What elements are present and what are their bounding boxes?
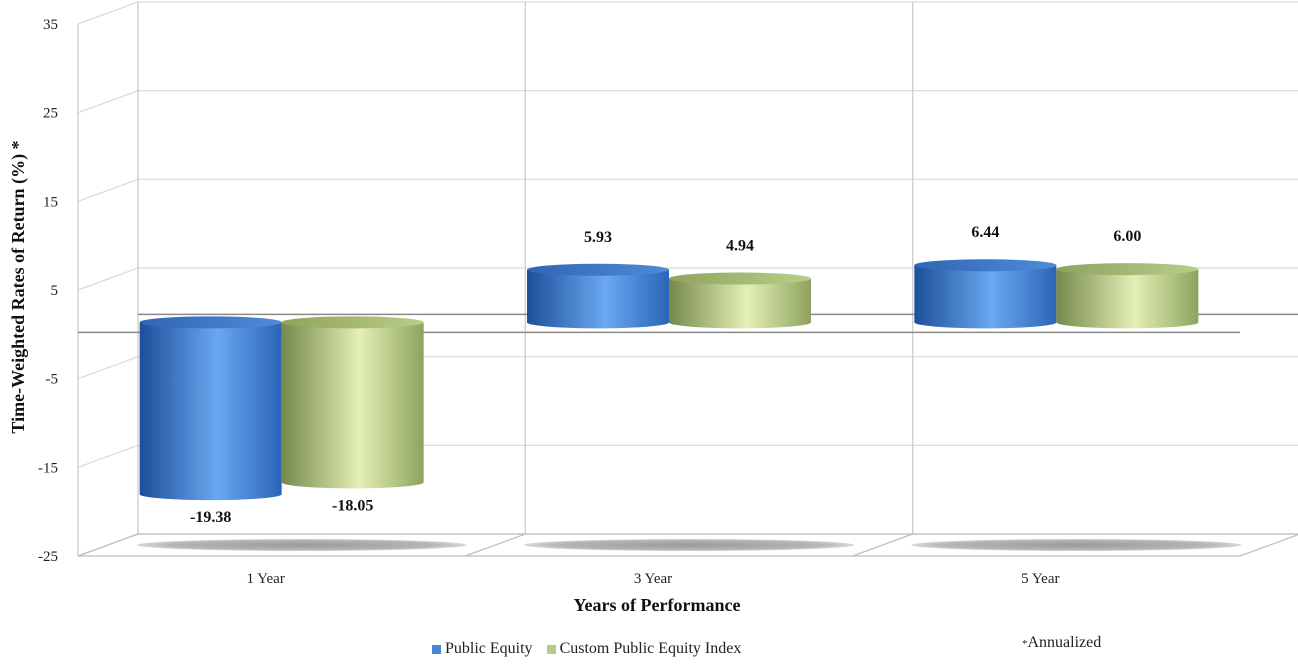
y-tick-label: -15 <box>38 460 58 476</box>
legend-item-public-equity: Public Equity <box>432 640 533 658</box>
bar-body <box>139 322 282 501</box>
y-tick-label: -5 <box>46 372 59 388</box>
data-label: 6.00 <box>1113 228 1141 245</box>
legend-swatch-public-equity <box>432 644 441 654</box>
bar-public-equity <box>914 259 1057 329</box>
bar-top-cap <box>1056 263 1199 276</box>
note-text: Annualized <box>1027 634 1102 651</box>
bar-shadow <box>911 539 1242 551</box>
x-axis-ticks: 1 Year 3 Year 5 Year <box>246 571 1059 587</box>
note-star: * <box>1022 638 1028 650</box>
bar-body <box>914 265 1057 329</box>
gridline-side <box>77 90 139 114</box>
bar-top-cap <box>527 263 669 276</box>
legend-label-custom-index: Custom Public Equity Index <box>559 640 742 657</box>
bar-public-equity <box>527 263 669 329</box>
gridline-side <box>77 178 139 202</box>
y-tick-label: -25 <box>38 549 58 565</box>
gridline-side <box>77 267 139 291</box>
data-label: 4.94 <box>726 238 754 255</box>
bar-custom-index <box>281 316 424 489</box>
x-tick-label: 5 Year <box>1021 571 1059 587</box>
y-tick-label: 25 <box>43 106 58 122</box>
legend: Public Equity Custom Public Equity Index <box>432 640 755 658</box>
gridline-side <box>77 444 139 468</box>
x-tick-label: 3 Year <box>634 571 672 587</box>
bar-body <box>669 278 811 329</box>
bar-top-cap <box>914 259 1057 272</box>
x-tick-label: 1 Year <box>246 571 284 587</box>
floor-divider <box>465 533 526 557</box>
bar-shadow <box>136 539 467 551</box>
y-tick-label: 35 <box>43 17 58 33</box>
y-axis-ticks: 35 25 15 5 -5 -15 -25 <box>38 17 58 565</box>
gridline-side <box>77 356 139 380</box>
legend-item-custom-index: Custom Public Equity Index <box>546 640 742 658</box>
bar-custom-index <box>1056 263 1199 329</box>
annualized-note: *Annualized <box>1022 634 1101 652</box>
y-tick-label: 5 <box>51 283 59 299</box>
floor-divider <box>852 533 913 557</box>
bar-top-cap <box>281 316 424 329</box>
bar-top-cap <box>669 272 811 285</box>
bar-top-cap <box>139 316 282 329</box>
data-label: -19.38 <box>190 509 231 526</box>
data-label: -18.05 <box>332 497 373 514</box>
y-axis-title: Time-Weighted Rates of Return (%) * <box>8 140 29 433</box>
legend-label-public-equity: Public Equity <box>445 640 533 657</box>
bar-body <box>527 269 669 329</box>
legend-swatch-custom-index <box>546 644 556 654</box>
bar-public-equity <box>139 316 282 501</box>
x-axis-title: Years of Performance <box>574 595 741 615</box>
bar-custom-index <box>669 272 811 329</box>
data-label: 5.93 <box>584 229 612 246</box>
bars <box>139 259 1199 501</box>
gridline-side <box>77 1 139 25</box>
bar-body <box>281 322 424 489</box>
data-labels: -19.38 -18.05 5.93 4.94 6.44 6.00 <box>190 224 1141 526</box>
bar-body <box>1056 269 1199 329</box>
y-tick-label: 15 <box>43 194 58 210</box>
data-label: 6.44 <box>971 224 999 241</box>
floor-shadows <box>136 539 1242 551</box>
bar-shadow <box>524 539 854 551</box>
